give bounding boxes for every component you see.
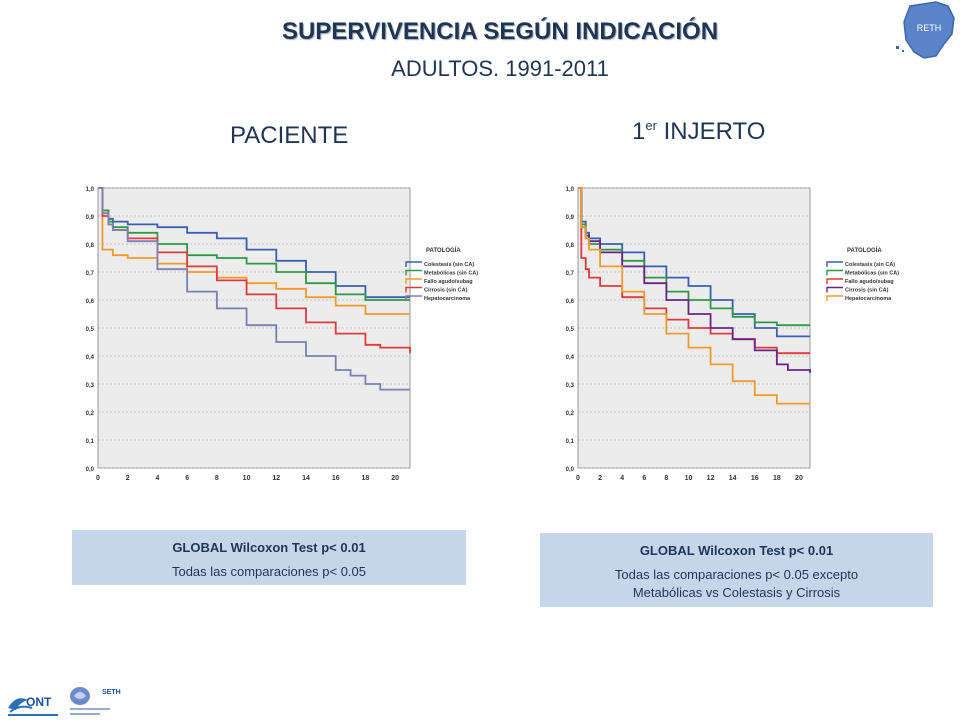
- ont-logo: ONT: [8, 695, 58, 716]
- y-tick-label: 0,9: [566, 215, 575, 221]
- panel-title-injerto: 1er INJERTO: [632, 118, 765, 146]
- legend-title: PATOLOGÍA: [847, 246, 882, 254]
- x-tick-label: 6: [185, 475, 189, 482]
- x-tick-label: 10: [685, 475, 693, 482]
- page-subtitle: ADULTOS. 1991-2011: [391, 56, 609, 81]
- y-tick-label: 0,2: [86, 411, 95, 417]
- x-tick-label: 4: [155, 475, 159, 482]
- y-tick-label: 0,1: [566, 439, 575, 445]
- y-tick-label: 0,0: [566, 467, 575, 473]
- series-line: [98, 187, 410, 391]
- legend-label: Colestasis (sin CA): [424, 262, 474, 268]
- x-tick-label: 2: [126, 475, 130, 482]
- x-tick-label: 14: [302, 475, 310, 482]
- legend-swatch: [405, 261, 422, 267]
- legend-label: Hepatocarcinoma: [845, 296, 892, 302]
- y-tick-label: 0,2: [566, 411, 575, 417]
- legend-label: Colestasis (sin CA): [845, 262, 895, 268]
- x-tick-label: 10: [243, 475, 251, 482]
- x-tick-label: 0: [96, 475, 100, 482]
- legend-swatch: [405, 278, 422, 284]
- seth-logo: SETH: [70, 687, 121, 715]
- x-tick-label: 4: [620, 475, 624, 482]
- x-tick-label: 8: [664, 475, 668, 482]
- x-tick-label: 20: [391, 475, 399, 482]
- seth-logo-text: SETH: [102, 689, 121, 696]
- survival-chart-injerto: 0,0 0,1 0,2 0,3 0,4 0,5 0,6 0,7 0,8 0,9 1,0 0 2 4 6 8 10…: [566, 187, 900, 482]
- x-tick-label: 2: [598, 475, 602, 482]
- x-tick-label: 6: [642, 475, 646, 482]
- ont-logo-text: ONT: [26, 695, 52, 709]
- legend-swatch: [405, 295, 422, 301]
- legend-swatch: [826, 269, 843, 276]
- spain-map-logo: RETH: [896, 1, 955, 59]
- y-tick-label: 0,0: [86, 467, 95, 473]
- y-tick-label: 0,5: [566, 327, 575, 333]
- page-title: SUPERVIVENCIA SEGÚN INDICACIÓN: [281, 18, 719, 45]
- x-tick-label: 12: [272, 475, 280, 482]
- legend-swatch: [826, 295, 843, 301]
- legend-label: Cirrosis (sin CA): [845, 288, 889, 294]
- y-tick-label: 0,8: [86, 243, 95, 249]
- legend-label: Fallo agudo/subag: [424, 279, 473, 285]
- stats-note: Todas las comparaciones p< 0.05 excepto …: [540, 566, 933, 602]
- legend-label: Hepatocarcinoma: [424, 296, 471, 302]
- stats-title: GLOBAL Wilcoxon Test p< 0.01: [639, 543, 834, 558]
- stats-title: GLOBAL Wilcoxon Test p< 0.01: [172, 540, 366, 555]
- map-logo-text: RETH: [917, 23, 942, 33]
- legend-label: Metabólicas (sin CA): [424, 271, 478, 277]
- y-tick-label: 0,7: [86, 271, 95, 277]
- legend-label: Cirrosis (sin CA): [424, 288, 468, 294]
- stats-note-line1: Todas las comparaciones p< 0.05 excepto: [614, 567, 859, 582]
- panel-title-number: 1: [632, 118, 646, 145]
- stats-box-injerto: GLOBAL Wilcoxon Test p< 0.01 Todas las c…: [540, 533, 933, 607]
- series-line: [578, 187, 810, 405]
- panel-title-superscript: er: [645, 118, 657, 133]
- panel-title-paciente: PACIENTE: [230, 122, 349, 149]
- x-tick-label: 14: [729, 475, 737, 482]
- legend-swatch: [405, 269, 422, 276]
- x-tick-label: 0: [576, 475, 580, 482]
- y-tick-label: 0,4: [86, 355, 95, 361]
- legend-swatch: [826, 261, 843, 267]
- legend-label: Metabólicas (sin CA): [845, 271, 899, 277]
- stats-note: Todas las comparaciones p< 0.05: [171, 564, 367, 579]
- stats-box-paciente: GLOBAL Wilcoxon Test p< 0.01 Todas las c…: [72, 530, 466, 585]
- legend-swatch: [826, 278, 843, 284]
- legend-title: PATOLOGÍA: [426, 246, 461, 254]
- y-tick-label: 0,5: [86, 327, 95, 333]
- y-tick-label: 0,4: [566, 355, 575, 361]
- x-tick-label: 16: [751, 475, 759, 482]
- y-tick-label: 0,3: [566, 383, 575, 389]
- y-tick-label: 0,1: [86, 439, 95, 445]
- x-tick-label: 8: [215, 475, 219, 482]
- y-tick-label: 0,6: [566, 299, 575, 305]
- y-tick-label: 0,6: [86, 299, 95, 305]
- x-tick-label: 18: [773, 475, 781, 482]
- y-tick-label: 0,8: [566, 243, 575, 249]
- legend-swatch: [826, 286, 843, 293]
- survival-chart-paciente: 0,0 0,1 0,2 0,3 0,4 0,5 0,6 0,7 0,8 0,9 1,0 0 2 4 6 8 10…: [86, 187, 479, 482]
- legend-swatch: [405, 286, 422, 293]
- x-tick-label: 16: [332, 475, 340, 482]
- y-tick-label: 1,0: [86, 187, 95, 193]
- legend-label: Fallo agudo/subag: [845, 279, 894, 285]
- y-tick-label: 0,7: [566, 271, 575, 277]
- stats-note-line2: Metabólicas vs Colestasis y Cirrosis: [632, 585, 841, 600]
- y-tick-label: 0,9: [86, 215, 95, 221]
- series-line: [578, 187, 811, 373]
- panel-title-rest: INJERTO: [656, 118, 766, 145]
- y-tick-label: 1,0: [566, 187, 575, 193]
- y-tick-label: 0,3: [86, 383, 95, 389]
- x-tick-label: 18: [362, 475, 370, 482]
- x-tick-label: 20: [795, 475, 803, 482]
- x-tick-label: 12: [707, 475, 715, 482]
